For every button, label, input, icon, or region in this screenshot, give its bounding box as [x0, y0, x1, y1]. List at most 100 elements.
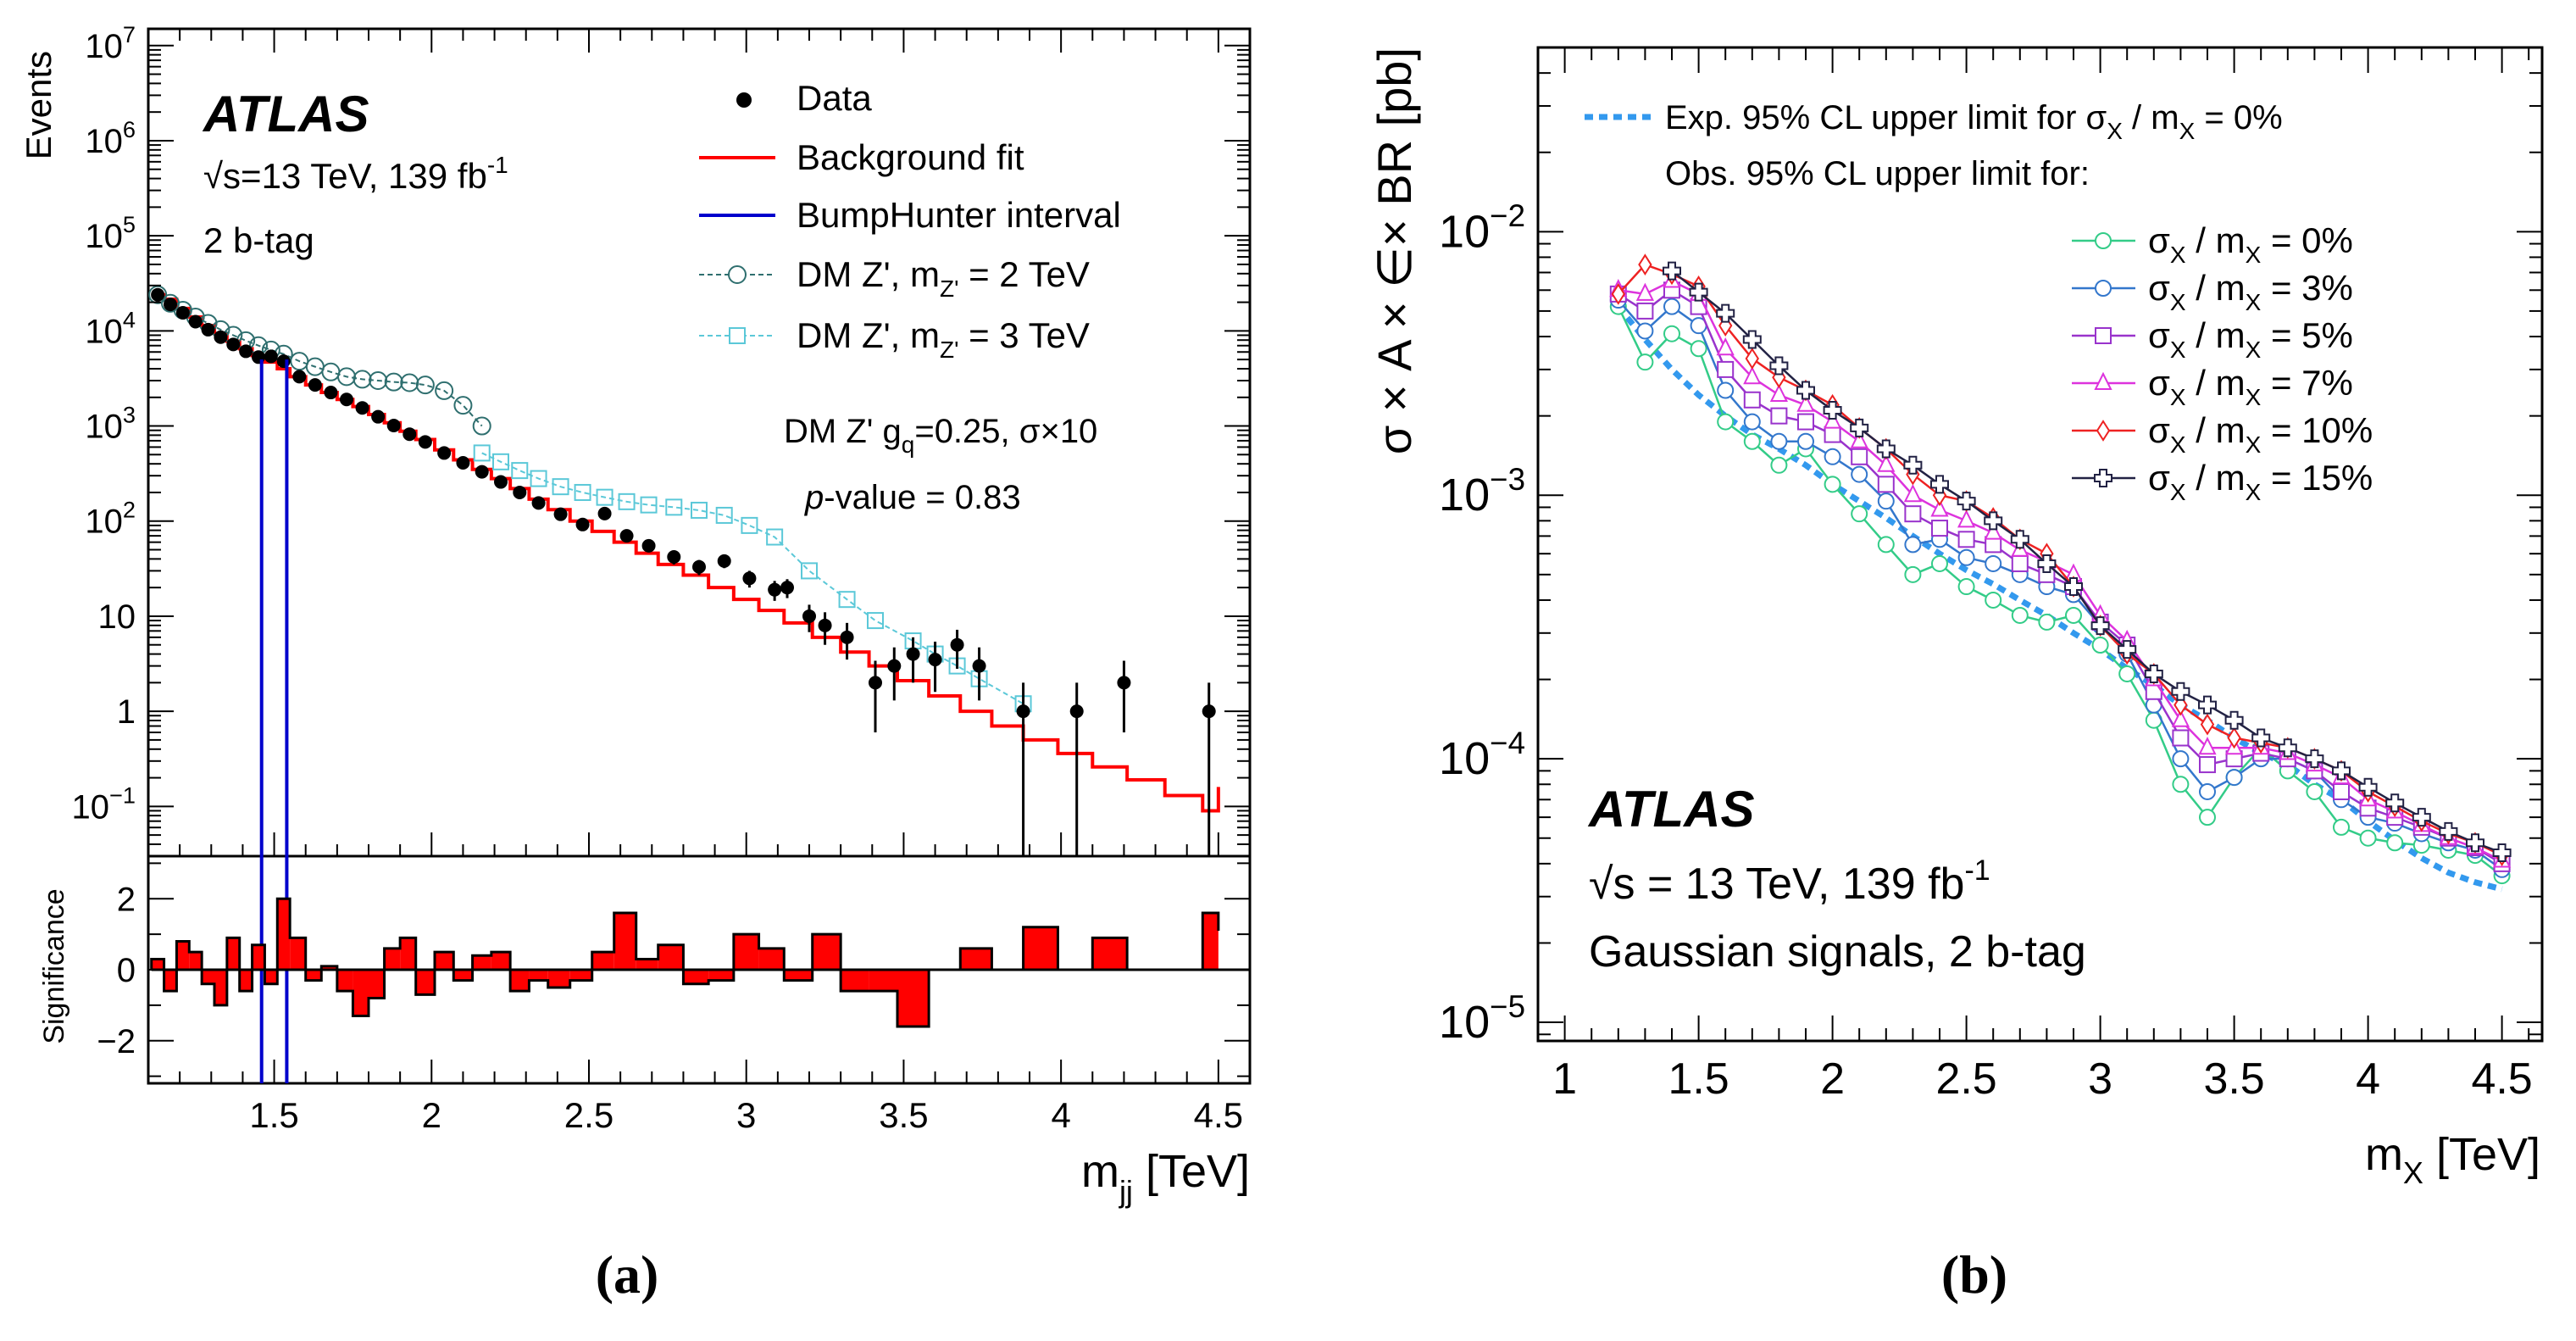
observed-limit-point-1 — [1636, 353, 1654, 371]
significance-bar — [569, 970, 592, 981]
legend-obs-part: X — [2170, 479, 2186, 505]
a-pvalue-p: p — [804, 479, 824, 516]
a-x-tick-label: 2.5 — [564, 1095, 613, 1135]
observed-limit-point-4 — [1743, 365, 1762, 385]
observed-limit-point-1 — [1851, 505, 1868, 523]
b-x-tick-label: 3.5 — [2203, 1054, 2264, 1104]
observed-limit-point-1 — [1690, 340, 1707, 358]
legend-obs-part: = — [2261, 458, 2301, 498]
observed-limit-point-1 — [2065, 606, 2082, 624]
a-y-tick-label: 1 — [117, 693, 136, 731]
a-y-tick-label: 10−1 — [72, 782, 136, 826]
observed-limit-point-6 — [2144, 664, 2163, 683]
panel-a-frame — [147, 27, 1252, 1085]
significance-bar — [277, 899, 291, 970]
legend-obs-part: X — [2246, 337, 2262, 363]
significance-bar — [202, 970, 214, 984]
a-x-tick-label: 1.5 — [249, 1095, 298, 1135]
significance-bar — [336, 970, 353, 992]
observed-limit-point-6 — [2412, 808, 2431, 827]
legend-expected-part: = 0% — [2195, 99, 2282, 136]
legend-obs-part: 15% — [2301, 458, 2373, 498]
observed-limit-point-1 — [1743, 432, 1761, 450]
observed-limit-point-6 — [2466, 833, 2484, 853]
legend-obs-part: σ — [2148, 410, 2170, 450]
legend-observed-header: Obs. 95% CL upper limit for: — [1665, 155, 2090, 192]
b-y-tick-label: 10−4 — [1439, 726, 1525, 784]
significance-bar — [529, 970, 548, 981]
data-point — [742, 571, 757, 586]
observed-limit-point-6 — [2037, 554, 2057, 573]
b-y-tick-label-exp: −2 — [1490, 198, 1525, 233]
data-point — [175, 305, 190, 320]
legend-obs-part: / m — [2186, 268, 2246, 308]
a-y-tick-label-exp: 4 — [123, 306, 136, 332]
observed-limit-point-6 — [2278, 738, 2297, 758]
legend-circle-marker — [728, 265, 747, 284]
observed-limit-point-1 — [2333, 818, 2350, 836]
observed-limit-point-6 — [1930, 475, 1949, 494]
a-pvalue-rest: -value = 0.83 — [824, 479, 1020, 516]
b-energy-lumi: √s = 13 TeV, 139 fb-1 — [1589, 854, 1990, 909]
legend-obs-part: / m — [2186, 315, 2246, 355]
a-x-axis-label: mjj [TeV] — [1081, 1146, 1250, 1209]
legend-obs-part: X — [2170, 384, 2186, 410]
data-point — [418, 435, 432, 449]
b-x-tick-label: 3 — [2088, 1054, 2112, 1104]
a-atlas-label: ATLAS — [202, 86, 369, 142]
signal-3tev-line — [481, 452, 1024, 705]
a-y-axis-label: Events — [19, 51, 58, 159]
observed-limit-point-4 — [2198, 737, 2217, 755]
significance-bar — [784, 970, 813, 981]
significance-bar — [897, 970, 930, 1027]
a-x-axis-label-sub: jj — [1119, 1174, 1133, 1209]
legend-obs-label: σX / mX = 7% — [2148, 363, 2353, 410]
data-point — [151, 287, 165, 302]
b-x-tick-label: 4.5 — [2471, 1054, 2532, 1104]
observed-limit-point-6 — [1823, 401, 1842, 420]
a-y-tick-label-base: 10 — [85, 409, 123, 446]
a-significance-axis-label: Significance — [38, 888, 70, 1043]
a-y-tick-label: 103 — [85, 402, 136, 446]
data-point — [1202, 704, 1216, 719]
significance-bar — [733, 934, 759, 970]
a-y-tick-label: 105 — [85, 211, 136, 255]
a-x-tick-label: 4.5 — [1194, 1095, 1243, 1135]
a-y-tick-label: 107 — [85, 21, 136, 65]
data-point — [553, 507, 568, 521]
legend-obs-part: / m — [2186, 458, 2246, 498]
caption-a: (a) — [596, 1244, 659, 1305]
significance-bar — [164, 970, 177, 992]
r-y-tick-label: 2 — [117, 881, 136, 918]
observed-limit-point-2 — [1824, 448, 1841, 465]
data-point — [355, 401, 369, 415]
significance-bar — [453, 970, 473, 981]
significance-bar — [239, 970, 253, 992]
a-y-tick-label: 102 — [85, 497, 136, 541]
significance-bar — [151, 959, 164, 970]
significance-bar — [758, 948, 785, 970]
observed-limit-point-2 — [1957, 548, 1975, 566]
b-legend: Exp. 95% CL upper limit for σX / mX = 0%… — [1585, 99, 2373, 505]
data-point — [906, 647, 920, 661]
b-x-tick-label: 4 — [2356, 1054, 2380, 1104]
a-energy-lumi-sup: -1 — [487, 152, 508, 178]
significance-bar — [176, 941, 190, 970]
observed-limit-point-6 — [1663, 261, 1681, 281]
significance-bar — [321, 965, 337, 970]
legend-obs-part: = — [2261, 268, 2301, 308]
data-point — [928, 653, 942, 667]
observed-limit-point-3 — [1797, 413, 1814, 431]
a-y-tick-label-base: 10 — [85, 218, 123, 255]
observed-limit-point-3 — [1717, 360, 1735, 378]
data-point — [619, 529, 634, 543]
a-y-tick-label-exp: 7 — [123, 21, 136, 47]
signal-2tev-point — [353, 370, 372, 389]
significance-bar — [400, 938, 416, 970]
significance-bar — [305, 970, 322, 981]
observed-limit-line-4 — [1618, 280, 2503, 862]
a-x-tick-label: 2 — [422, 1095, 441, 1135]
data-point — [641, 538, 656, 553]
legend-obs-label: σX / mX = 10% — [2148, 410, 2373, 458]
observed-limit-point-4 — [1877, 453, 1896, 472]
